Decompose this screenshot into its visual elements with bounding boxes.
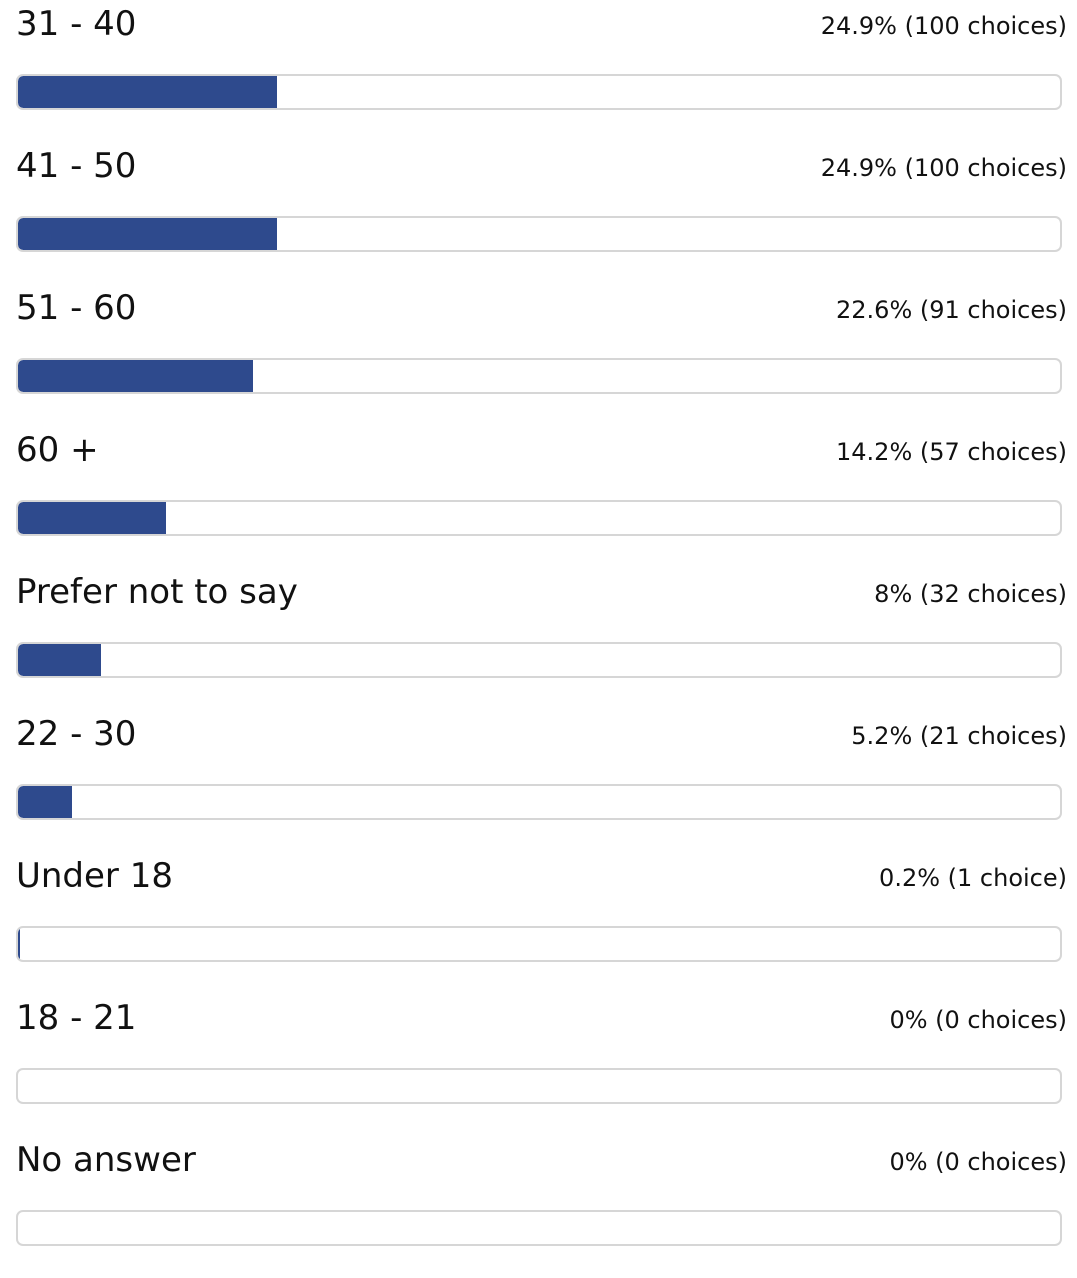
option-percentage-label: 24.9% (100 choices) [820,12,1067,40]
result-row: 51 - 60 22.6% (91 choices) [0,284,1077,426]
option-label: 18 - 21 [16,998,137,1038]
progress-bar-fill [18,218,278,250]
option-percentage-label: 0.2% (1 choice) [879,864,1067,892]
progress-bar-track [16,500,1062,536]
result-row: 31 - 40 24.9% (100 choices) [0,0,1077,142]
progress-bar-track [16,358,1062,394]
progress-bar-fill [18,786,73,818]
progress-bar-track [16,216,1062,252]
progress-bar-track [16,1210,1062,1246]
progress-bar-track [16,74,1062,110]
option-percentage-label: 24.9% (100 choices) [820,154,1067,182]
option-label: 41 - 50 [16,146,137,186]
progress-bar-fill [18,928,21,960]
progress-bar-fill [18,644,102,676]
result-row: Prefer not to say 8% (32 choices) [0,568,1077,710]
option-label: No answer [16,1140,196,1180]
option-percentage-label: 0% (0 choices) [889,1148,1067,1176]
poll-results: 31 - 40 24.9% (100 choices) 41 - 50 24.9% (… [0,0,1077,1246]
progress-bar-fill [18,76,278,108]
option-percentage-label: 0% (0 choices) [889,1006,1067,1034]
progress-bar-fill [18,502,166,534]
result-row: 18 - 21 0% (0 choices) [0,994,1077,1136]
progress-bar-fill [18,360,254,392]
option-label: Under 18 [16,856,173,896]
option-label: 31 - 40 [16,4,137,44]
option-label: 22 - 30 [16,714,137,754]
option-label: 60 + [16,430,99,470]
result-row: 22 - 30 5.2% (21 choices) [0,710,1077,852]
progress-bar-track [16,926,1062,962]
option-percentage-label: 22.6% (91 choices) [836,296,1067,324]
option-label: 51 - 60 [16,288,137,328]
option-percentage-label: 8% (32 choices) [874,580,1067,608]
option-percentage-label: 14.2% (57 choices) [836,438,1067,466]
result-row: No answer 0% (0 choices) [0,1136,1077,1278]
progress-bar-track [16,642,1062,678]
option-percentage-label: 5.2% (21 choices) [851,722,1067,750]
result-row: Under 18 0.2% (1 choice) [0,852,1077,994]
progress-bar-track [16,784,1062,820]
result-row: 41 - 50 24.9% (100 choices) [0,142,1077,284]
result-row: 60 + 14.2% (57 choices) [0,426,1077,568]
progress-bar-track [16,1068,1062,1104]
option-label: Prefer not to say [16,572,298,612]
